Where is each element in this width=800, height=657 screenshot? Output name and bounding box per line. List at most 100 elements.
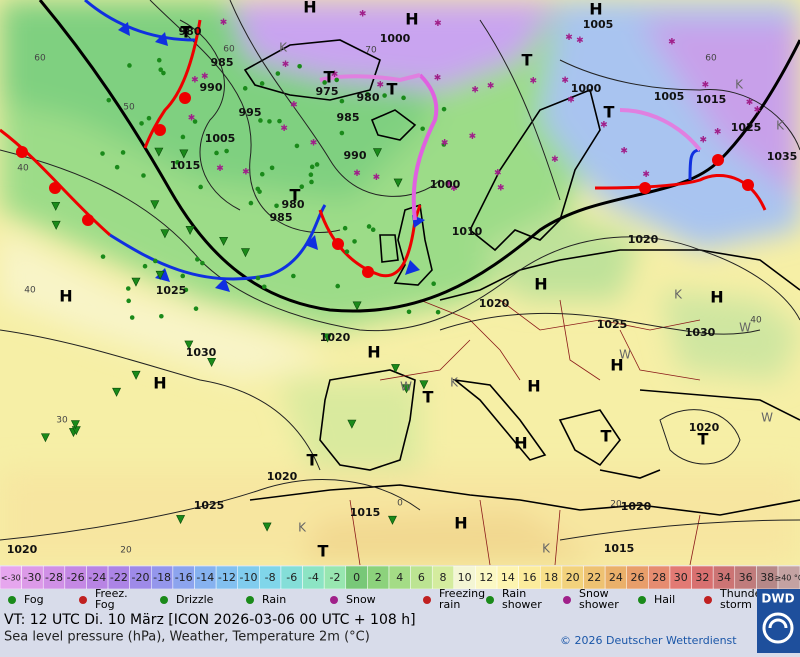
scale-label: 30	[674, 571, 688, 584]
legend-label: Snow	[579, 587, 609, 600]
weather-code: K	[674, 288, 683, 302]
weather-code: W	[400, 380, 412, 394]
shower-triangle	[372, 148, 382, 158]
scale-label: 12	[479, 571, 493, 584]
shower-triangle	[207, 358, 217, 368]
legend-icon	[638, 596, 646, 604]
scale-label: 24	[609, 571, 623, 584]
scale-label: 2	[375, 571, 382, 584]
rain-dot	[339, 130, 345, 136]
isobar-label: 990	[200, 81, 223, 94]
pressure-center: T	[698, 430, 709, 449]
scale-label: 26	[631, 571, 645, 584]
shower-triangle	[176, 515, 186, 525]
scale-label: 22	[587, 571, 601, 584]
pressure-center: T	[318, 542, 329, 561]
snow-star: ✱	[471, 85, 479, 95]
isobar-label: 1005	[654, 90, 685, 103]
rain-dot	[297, 63, 302, 69]
isotherm-label: 60	[705, 54, 717, 64]
legend-label: Snow	[346, 593, 376, 606]
rain-dot	[269, 165, 275, 171]
legend-icon	[704, 596, 712, 604]
rain-dot	[309, 179, 314, 185]
rain-dot	[114, 164, 120, 170]
rain-dot	[183, 287, 189, 293]
snow-star: ✱	[494, 169, 502, 179]
snow-star: ✱	[699, 135, 707, 145]
snow-star: ✱	[445, 180, 453, 190]
isobar-label: 1000	[430, 178, 461, 191]
rain-dot	[255, 275, 261, 281]
legend-label: Drizzle	[176, 593, 214, 606]
isobar-label: 1000	[571, 82, 602, 95]
rain-dot	[420, 126, 425, 132]
rain-dot	[435, 309, 441, 315]
isotherm-label: 60	[223, 45, 235, 55]
temperature-scale: <-30 -30 -28 -26 -24 -22 -20 -18 -16 -14 -12 -10 -8-…	[0, 565, 800, 590]
isobar-label: 1015	[170, 159, 201, 172]
valid-time: VT: 12 UTC Di. 10 März [ICON 2026-03-06 …	[4, 612, 416, 628]
legend-label: shower	[579, 598, 619, 611]
isobar-label: 1025	[194, 499, 225, 512]
snow-star: ✱	[188, 114, 196, 124]
isotherm-label: 40	[750, 316, 762, 326]
rain-dot	[156, 57, 162, 63]
isobar-label: 1020	[267, 470, 298, 483]
pressure-center: T	[324, 68, 335, 87]
isobar-label: 980	[179, 25, 202, 38]
scale-label: 10	[458, 571, 472, 584]
isobar-label: 980	[357, 91, 380, 104]
scale-label: 34	[717, 571, 731, 584]
rain-dot	[214, 150, 219, 156]
rain-dot	[309, 164, 315, 170]
scale-label: 20	[566, 571, 580, 584]
legend-label: Hail	[654, 593, 675, 606]
scale-label: -4	[308, 571, 319, 584]
rain-dot	[242, 86, 248, 91]
rain-dot	[161, 70, 166, 76]
isobar-label: 1020	[320, 331, 351, 344]
shower-triangle	[219, 236, 229, 246]
isobar-label: 1005	[205, 132, 236, 145]
pressure-center: T	[387, 80, 398, 99]
shower-triangle	[40, 433, 50, 443]
rain-dot	[277, 118, 282, 124]
scale-label: -20	[131, 571, 149, 584]
rain-dot	[200, 260, 205, 266]
rain-dot	[146, 115, 152, 121]
isobar-label: 1020	[621, 500, 652, 513]
scale-label: 28	[652, 571, 666, 584]
scale-label: -10	[240, 571, 258, 584]
shower-triangle	[184, 340, 194, 350]
weather-code: W	[739, 321, 751, 335]
legend-label: storm	[720, 598, 752, 611]
snow-star: ✱	[714, 128, 722, 138]
description: Sea level pressure (hPa), Weather, Tempe…	[4, 630, 370, 645]
legend-label: Rain	[502, 587, 526, 600]
rain-dot	[141, 173, 146, 178]
weather-legend: Fog Freez.Fog Drizzle Rain Snow FreezingrainR…	[8, 587, 766, 611]
rain-dot	[180, 134, 186, 140]
rain-dot	[127, 63, 132, 68]
shower-triangle	[155, 270, 165, 280]
shower-triangle	[419, 380, 429, 390]
rain-dot	[352, 239, 357, 244]
snow-star: ✱	[242, 167, 250, 177]
dwd-logo: DWD	[757, 589, 800, 653]
scale-label: 4	[396, 571, 403, 584]
snow-star: ✱	[441, 138, 449, 148]
shower-triangle	[262, 522, 272, 532]
scale-label: -22	[110, 571, 128, 584]
snow-star: ✱	[377, 81, 385, 91]
isobar-label: 985	[211, 56, 234, 69]
scale-label: -28	[45, 571, 63, 584]
scale-label: 8	[440, 571, 447, 584]
scale-label: -6	[286, 571, 297, 584]
snow-star: ✱	[565, 33, 573, 43]
legend-icon	[8, 596, 16, 604]
legend-label: Fog	[95, 598, 115, 611]
shower-triangle	[131, 277, 141, 287]
snow-star: ✱	[469, 132, 477, 142]
scale-label: 6	[418, 571, 425, 584]
